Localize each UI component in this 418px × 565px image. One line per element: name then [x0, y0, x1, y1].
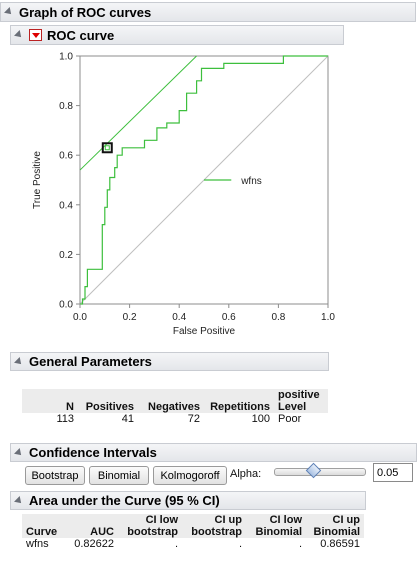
column-header: Negatives: [138, 389, 204, 413]
legend-label: wfns: [240, 176, 262, 187]
disclosure-icon[interactable]: [14, 30, 24, 40]
disclosure-icon[interactable]: [14, 447, 24, 458]
y-tick-label: 0.2: [59, 250, 73, 261]
general-parameters-table: N Positives Negatives Repetitions positi…: [22, 389, 328, 426]
bootstrap-button[interactable]: Bootstrap: [25, 466, 85, 485]
x-tick-label: 0.2: [123, 312, 137, 323]
binomial-button[interactable]: Binomial: [89, 466, 149, 485]
y-tick-label: 0.8: [59, 101, 73, 112]
table-row: wfns 0.82622 . . . 0.86591: [22, 538, 364, 551]
disclosure-icon[interactable]: [14, 495, 24, 506]
x-tick-label: 0.0: [73, 312, 87, 323]
cell-ci-low-binomial: .: [298, 538, 302, 550]
kolmogoroff-button[interactable]: Kolmogoroff: [153, 466, 227, 485]
column-header: Repetitions: [204, 389, 274, 413]
column-header: Curve: [22, 514, 64, 538]
column-header: Positives: [78, 389, 138, 413]
y-tick-label: 0.0: [59, 300, 73, 311]
y-axis-title: True Positive: [32, 151, 43, 209]
roc-chart: wfns 0.0 0.2 0.4 0.6 0.8 1.0 0.0 0.2 0.4 0.6 0.8 1.0…: [32, 52, 335, 338]
column-header: N: [22, 389, 78, 413]
cell-ci-up-bootstrap: .: [238, 538, 242, 550]
y-tick-label: 0.6: [59, 151, 73, 162]
y-tick-label: 0.4: [59, 200, 73, 211]
roc-header[interactable]: ROC curve: [10, 25, 344, 45]
column-header: positive Level: [274, 389, 328, 413]
auc-title: Area under the Curve (95 % CI): [29, 493, 220, 508]
cell-negatives: 72: [187, 413, 200, 425]
alpha-input[interactable]: [373, 463, 413, 482]
disclosure-icon[interactable]: [4, 7, 14, 17]
auc-header[interactable]: Area under the Curve (95 % CI): [10, 491, 366, 510]
y-tick-label: 1.0: [59, 52, 73, 63]
tangent-line: [79, 55, 197, 171]
cell-positive-level: Poor: [278, 413, 302, 425]
confidence-intervals-title: Confidence Intervals: [29, 445, 157, 460]
roc-curve-line: [80, 55, 328, 305]
roc-title: ROC curve: [47, 27, 115, 43]
cell-ci-low-bootstrap: .: [174, 538, 178, 550]
column-header: CI low Binomial: [246, 514, 306, 538]
x-axis-title: False Positive: [173, 326, 236, 337]
cell-n: 113: [56, 413, 74, 425]
alpha-label: Alpha:: [230, 468, 262, 480]
column-header: CI low bootstrap: [118, 514, 182, 538]
x-tick-label: 0.8: [271, 312, 285, 323]
auc-table: Curve AUC CI low bootstrap CI up bootstrap…: [22, 514, 364, 551]
cell-positives: 41: [121, 413, 134, 425]
general-parameters-header[interactable]: General Parameters: [10, 352, 329, 371]
column-header: AUC: [64, 514, 118, 538]
cell-ci-up-binomial: 0.86591: [320, 538, 360, 550]
table-row: 113 41 72 100 Poor: [22, 413, 328, 426]
report-title: Graph of ROC curves: [19, 4, 152, 20]
red-triangle-menu-icon[interactable]: [29, 29, 42, 41]
x-tick-label: 0.4: [172, 312, 186, 323]
cutoff-point-marker: [101, 142, 113, 154]
cell-curve: wfns: [26, 538, 49, 550]
disclosure-icon[interactable]: [14, 356, 24, 367]
x-tick-label: 0.6: [222, 312, 236, 323]
column-header: CI up bootstrap: [182, 514, 246, 538]
general-parameters-title: General Parameters: [29, 354, 152, 369]
cell-repetitions: 100: [251, 413, 270, 425]
column-header: CI up Binomial: [306, 514, 364, 538]
report-header[interactable]: Graph of ROC curves: [0, 2, 416, 22]
confidence-intervals-header[interactable]: Confidence Intervals: [10, 443, 417, 462]
cell-auc: 0.82622: [74, 538, 114, 550]
cutoff-point-inner: [104, 145, 110, 151]
x-tick-label: 1.0: [321, 312, 335, 323]
